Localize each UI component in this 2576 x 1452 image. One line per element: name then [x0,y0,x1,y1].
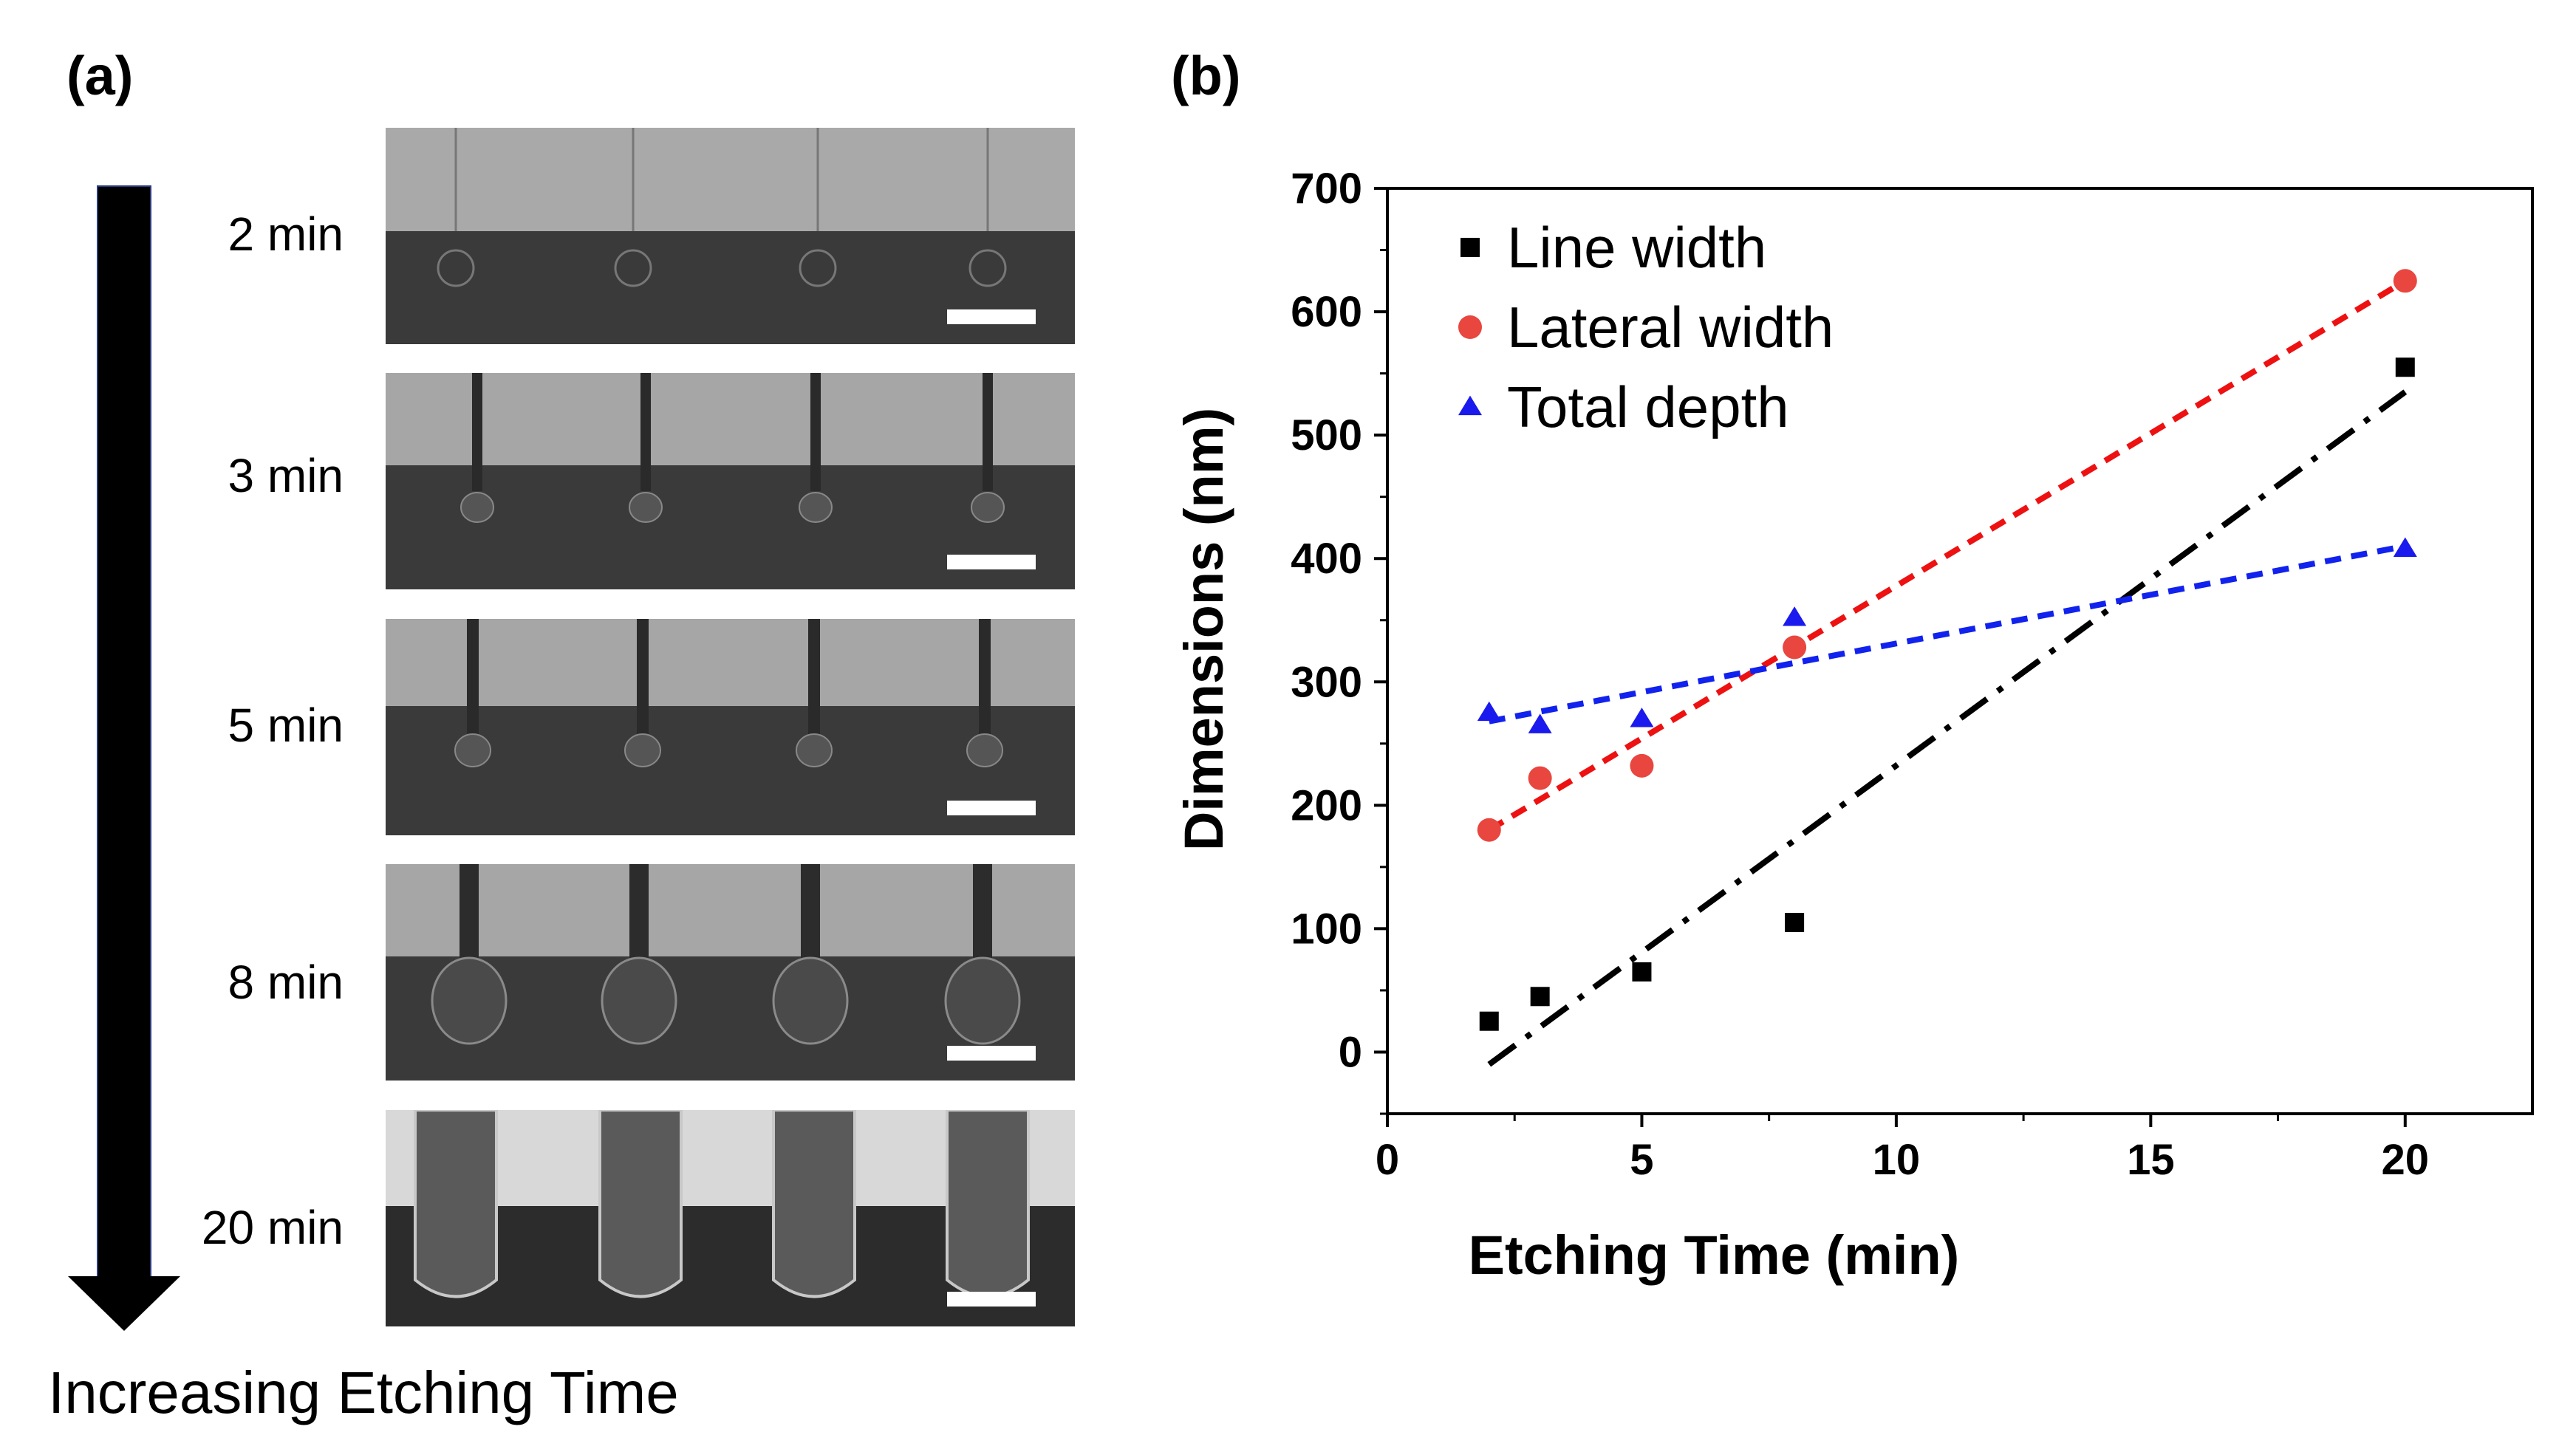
scale-bar [947,309,1036,324]
legend-label-total-depth: Total depth [1507,374,1789,439]
legend-marker-total-depth [1458,395,1482,416]
panel-a-label: (a) [66,45,134,106]
time-label-3min: 3 min [228,449,344,502]
data-point-lateral-width [1477,818,1501,842]
fit-line-line-width [1487,389,2408,1067]
x-tick-label: 10 [1873,1136,1921,1184]
x-tick-label: 20 [2382,1136,2430,1184]
data-point-line-width [1785,913,1805,933]
data-point-line-width [1632,962,1652,982]
legend-label-lateral-width: Lateral width [1507,295,1834,360]
data-point-lateral-width [2393,269,2417,293]
data-point-line-width [1530,987,1550,1007]
x-tick-label: 0 [1376,1136,1399,1184]
legend-label-line-width: Line width [1507,215,1766,280]
y-tick-label: 500 [1291,411,1362,459]
y-axis-label: Dimensions (nm) [1173,408,1234,851]
data-point-total-depth [1783,606,1807,626]
time-label-2min: 2 min [228,208,344,261]
sem-image-2min [386,128,1075,344]
x-axis-label: Etching Time (min) [1469,1225,1960,1286]
scale-bar [947,801,1036,815]
arrow-caption: Increasing Etching Time [48,1360,679,1425]
y-tick-label: 700 [1291,165,1362,213]
time-label-5min: 5 min [228,699,344,752]
sem-image-3min [386,373,1075,589]
data-point-line-width [2395,357,2415,377]
y-tick-label: 400 [1291,535,1362,583]
y-tick-label: 200 [1291,781,1362,829]
y-tick-label: 0 [1339,1028,1362,1076]
fit-line-total-depth [1489,543,2406,725]
panel-b-label: (b) [1171,45,1241,106]
time-label-8min: 8 min [228,956,344,1009]
data-point-line-width [1479,1011,1499,1031]
data-point-total-depth [1528,713,1552,733]
sem-image-8min [386,864,1075,1081]
scale-bar [947,1292,1036,1307]
time-label-20min: 20 min [201,1201,344,1254]
data-point-total-depth [1630,708,1654,727]
legend-marker-lateral-width [1458,315,1482,339]
data-point-lateral-width [1783,635,1807,660]
scale-bar [947,555,1036,569]
scale-bar [947,1046,1036,1061]
y-tick-label: 300 [1291,658,1362,706]
sem-image-20min [386,1110,1075,1326]
data-point-total-depth [2393,537,2417,557]
data-point-total-depth [1477,701,1501,722]
fit-line-lateral-width [1487,278,2407,833]
legend-marker-line-width [1460,238,1480,257]
data-point-lateral-width [1528,766,1552,790]
plot-frame [1386,187,2534,1115]
x-tick-label: 15 [2127,1136,2175,1184]
x-tick-label: 5 [1630,1136,1653,1184]
y-tick-label: 100 [1291,905,1362,953]
y-tick-label: 600 [1291,288,1362,336]
time-arrow [68,185,180,1331]
data-point-lateral-width [1630,753,1654,778]
sem-image-5min [386,619,1075,835]
